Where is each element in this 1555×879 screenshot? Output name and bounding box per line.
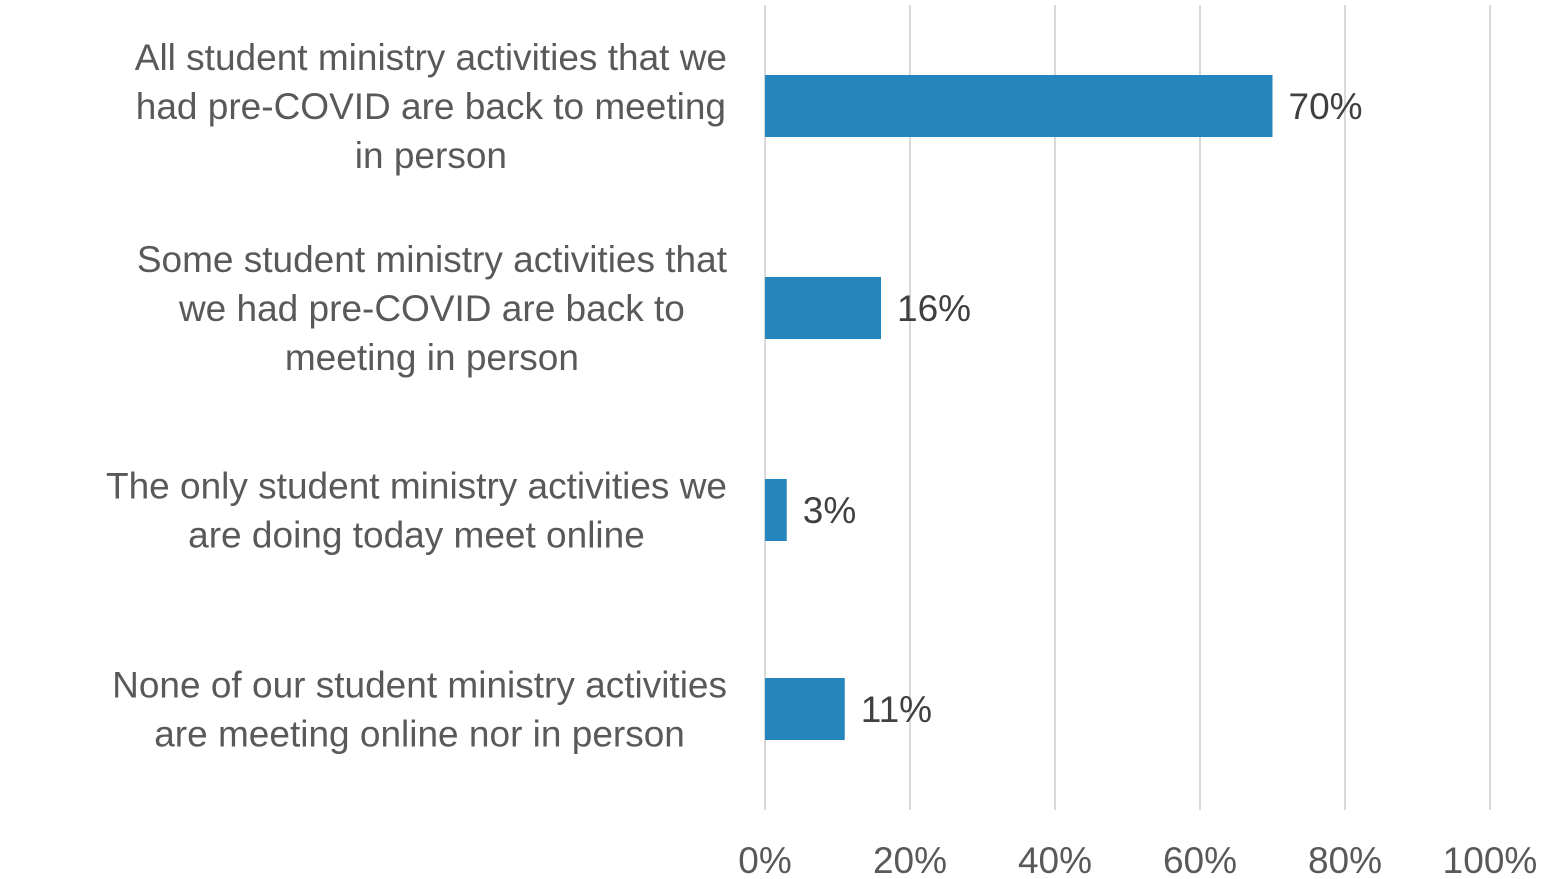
category-label: All student ministry activities that we h…	[135, 37, 727, 176]
x-tick-label: 20%	[873, 840, 947, 879]
category-label-line: in person	[355, 135, 507, 176]
bar	[765, 75, 1273, 137]
category-label-line: meeting in person	[285, 337, 579, 378]
data-labels: 70% 16% 3% 11%	[803, 86, 1363, 730]
bar	[765, 678, 845, 740]
category-label-line: The only student ministry activities we	[106, 466, 727, 507]
x-tick-label: 40%	[1018, 840, 1092, 879]
category-label: The only student ministry activities we a…	[106, 466, 727, 556]
x-tick-label: 0%	[738, 840, 791, 879]
data-label: 3%	[803, 490, 856, 531]
category-label: None of our student ministry activities a…	[112, 665, 727, 755]
category-labels: All student ministry activities that we h…	[106, 37, 728, 755]
data-label: 11%	[861, 689, 932, 730]
bars	[765, 75, 1273, 740]
bar	[765, 479, 787, 541]
x-axis-tick-labels: 0% 20% 40% 60% 80% 100%	[738, 840, 1537, 879]
category-label-line: we had pre-COVID are back to	[178, 288, 685, 329]
category-label: Some student ministry activities that we …	[137, 239, 728, 378]
category-label-line: None of our student ministry activities	[112, 665, 727, 706]
x-tick-label: 100%	[1443, 840, 1538, 879]
bar	[765, 277, 881, 339]
x-tick-label: 80%	[1308, 840, 1382, 879]
category-label-line: Some student ministry activities that	[137, 239, 728, 280]
data-label: 70%	[1289, 86, 1363, 127]
gridlines	[764, 5, 1491, 810]
category-label-line: are doing today meet online	[188, 515, 645, 556]
category-label-line: had pre-COVID are back to meeting	[136, 86, 726, 127]
category-label-line: All student ministry activities that we	[135, 37, 727, 78]
category-label-line: are meeting online nor in person	[154, 714, 685, 755]
data-label: 16%	[897, 288, 971, 329]
x-tick-label: 60%	[1163, 840, 1237, 879]
